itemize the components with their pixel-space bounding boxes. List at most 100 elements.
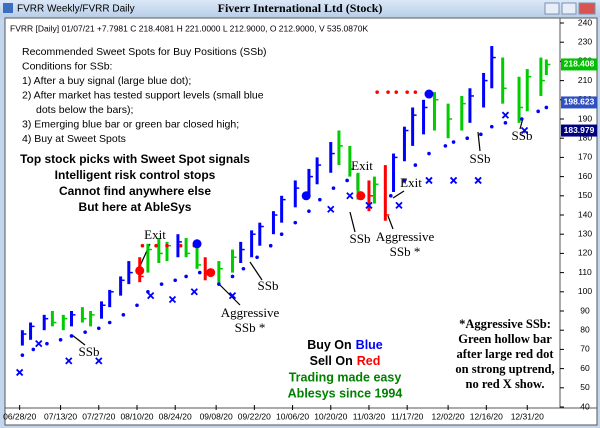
stop-dot — [307, 209, 311, 213]
x-tick-label: 08/10/20 — [120, 411, 153, 421]
note-line: on strong uptrend, — [455, 362, 554, 376]
x-mark — [228, 292, 237, 300]
minimize-button[interactable] — [544, 2, 560, 15]
annotation: Exit — [400, 175, 422, 190]
buy-text: Buy On Blue — [307, 338, 383, 352]
signal-dot — [356, 191, 366, 201]
y-tick-label: 240 — [578, 17, 592, 27]
stop-dot — [20, 353, 25, 357]
y-axis-panel — [559, 17, 598, 409]
stop-dot — [241, 266, 246, 271]
x-tick-label: 08/24/20 — [159, 411, 192, 421]
y-tick-label: 120 — [578, 248, 592, 258]
annotation: Exit — [351, 158, 373, 173]
buy-color-word: Blue — [356, 338, 383, 352]
x-tick-label: 09/08/20 — [200, 411, 233, 421]
x-mark — [501, 111, 510, 119]
y-tick-label: 130 — [578, 228, 592, 238]
x-mark — [449, 176, 458, 185]
stop-dot — [386, 90, 390, 94]
stop-dot — [345, 178, 349, 183]
x-tick-label: 06/28/20 — [3, 411, 36, 421]
maximize-button[interactable] — [561, 2, 577, 15]
stop-dot — [268, 243, 273, 248]
annotation: SSb * — [235, 320, 266, 335]
note-line: after large red dot — [456, 347, 554, 361]
stop-dot — [279, 232, 284, 236]
x-mark — [346, 192, 354, 200]
x-mark — [65, 357, 73, 365]
price-tag — [561, 124, 597, 137]
stop-dot — [489, 124, 494, 129]
annotation: Aggressive — [376, 229, 435, 244]
stop-dot — [503, 121, 508, 125]
y-tick-label: 210 — [578, 75, 592, 85]
stop-dot — [45, 341, 49, 346]
x-tick-label: 12/02/20 — [432, 411, 465, 421]
x-mark — [425, 176, 433, 185]
stop-dot — [230, 274, 235, 279]
stop-dot — [96, 326, 101, 331]
y-tick-label: 80 — [580, 324, 590, 334]
sell-color-word: Red — [357, 354, 381, 368]
x-mark — [35, 340, 43, 348]
stop-dot — [519, 117, 524, 121]
x-tick-label: 12/16/20 — [470, 411, 503, 421]
note-line: Green hollow bar — [458, 332, 552, 346]
y-tick-label: 90 — [580, 305, 590, 315]
y-tick-label: 140 — [578, 209, 592, 219]
x-tick-label: 11/03/20 — [353, 411, 386, 421]
x-mark — [395, 201, 403, 210]
annotation: Exit — [144, 227, 166, 242]
legend-line: Recommended Sweet Spots for Buy Position… — [22, 46, 267, 58]
stop-dot — [443, 144, 448, 148]
window-icon — [3, 3, 13, 13]
signal-dot — [135, 266, 145, 276]
signal-dot — [301, 191, 311, 201]
stop-dot — [413, 163, 418, 167]
stop-dot — [375, 90, 379, 94]
annotation: SSb * — [390, 244, 421, 259]
stop-dot — [217, 282, 221, 286]
stop-dot — [427, 151, 431, 156]
x-tick-label: 09/22/20 — [238, 411, 271, 421]
x-tick-label: 12/31/20 — [511, 411, 544, 421]
y-tick-label: 150 — [578, 190, 592, 200]
stop-dot — [121, 313, 126, 317]
sell-text: Sell On Red — [310, 354, 381, 368]
y-tick-label: 180 — [578, 132, 592, 142]
price-tag-label: 198.623 — [564, 97, 595, 107]
stop-dot — [197, 270, 202, 275]
y-tick-label: 110 — [578, 267, 592, 277]
x-mark — [95, 357, 103, 365]
stop-dot — [544, 105, 549, 110]
chart-title: Fiverr International Ltd (Stock) — [218, 1, 383, 15]
price-tag-label: 183.979 — [564, 125, 595, 135]
legend-line: 4) Buy at Sweet Spots — [22, 133, 126, 145]
price-tag — [561, 96, 597, 109]
title-bar — [0, 0, 600, 17]
annotation: SSb — [512, 128, 533, 143]
stop-dot — [165, 243, 169, 248]
legend-line: Conditions for SSb: — [22, 60, 112, 72]
stop-dot — [479, 132, 483, 137]
stop-dot — [394, 90, 399, 94]
y-tick-label: 160 — [578, 171, 592, 181]
annotation: SSb — [470, 151, 491, 166]
y-tick-label: 60 — [580, 363, 590, 373]
close-button[interactable] — [578, 2, 596, 15]
stop-dot — [159, 282, 164, 286]
y-tick-label: 40 — [580, 401, 590, 411]
annotation: SSb — [350, 231, 371, 246]
x-tick-label: 10/06/20 — [276, 411, 309, 421]
stop-dot — [331, 186, 336, 190]
stop-dot — [107, 320, 112, 325]
stop-dot — [140, 243, 145, 248]
signal-dot — [206, 268, 216, 278]
x-mark — [474, 176, 482, 185]
y-tick-label: 70 — [580, 344, 590, 354]
promo-line: Top stock picks with Sweet Spot signals — [20, 152, 250, 166]
header-info: FVRR [Daily] 01/07/21 +7.7981 C 218.4081… — [10, 23, 368, 33]
x-mark — [365, 201, 373, 210]
